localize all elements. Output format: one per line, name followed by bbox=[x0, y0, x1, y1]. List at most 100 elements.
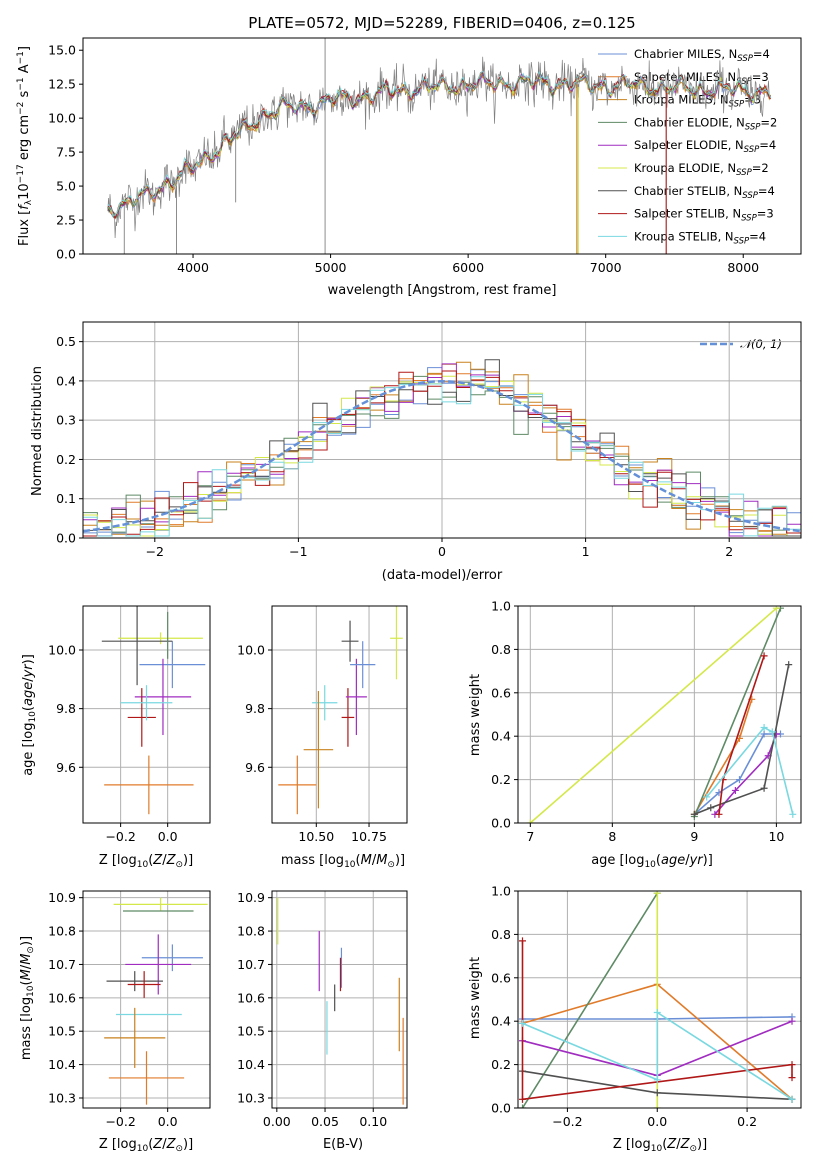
spectrum-xtick-label: 5000 bbox=[315, 260, 347, 275]
massZ-xlabel: Z [log10(Z/Z⊙)] bbox=[99, 1137, 193, 1154]
weight-line bbox=[529, 607, 777, 823]
weight-marker bbox=[653, 891, 661, 897]
ageZ-ylabel: age [log10(age/yr)] bbox=[21, 654, 38, 776]
weight-marker bbox=[715, 810, 723, 818]
weight-marker bbox=[788, 1061, 796, 1069]
figure-title: PLATE=0572, MJD=52289, FIBERID=0406, z=0… bbox=[248, 14, 635, 32]
residual-panel: (data-model)/error Normed distribution 𝒩… bbox=[30, 321, 802, 583]
weight-marker bbox=[653, 1104, 661, 1108]
mass_vs_EBV-ytick-label: 10.8 bbox=[237, 924, 265, 939]
spectrum-xtick-label: 8000 bbox=[727, 260, 759, 275]
mass_vs_Z-ytick-label: 10.7 bbox=[48, 957, 76, 972]
weight_vs_Z-axes: −0.2 0.0 0.2 0.0 0.2 0.4 0.6 0.8 1.0 bbox=[491, 884, 802, 1129]
weight_vs_Z-ytick-label: 0.4 bbox=[491, 1014, 511, 1029]
mass_vs_Z-ytick-label: 10.5 bbox=[48, 1024, 76, 1039]
age_vs_mass-plot-area bbox=[278, 606, 403, 815]
weight-marker bbox=[518, 1019, 526, 1027]
mass_vs_EBV-ytick-label: 10.4 bbox=[237, 1057, 265, 1072]
age_vs_mass-grid bbox=[272, 606, 407, 823]
weight-marker bbox=[760, 784, 768, 792]
weight_vs_Z-ytick-label: 0.8 bbox=[491, 927, 511, 942]
weight_vs_Z-xtick-label: 0.2 bbox=[737, 1114, 757, 1129]
legend-label: Kroupa ELODIE, NSSP=2 bbox=[634, 161, 769, 178]
normal-legend-label: 𝒩(0, 1) bbox=[740, 337, 782, 351]
spectrum-xtick-label: 4000 bbox=[177, 260, 209, 275]
spectrum-ytick-label: 10.0 bbox=[48, 111, 76, 126]
mass_vs_Z-ytick-label: 10.8 bbox=[48, 924, 76, 939]
wAge-ylabel: mass weight bbox=[468, 674, 483, 756]
mass_vs_EBV-xtick-label: 0.00 bbox=[263, 1114, 291, 1129]
weight_vs_Z-plot-area bbox=[518, 891, 796, 1108]
weight-marker bbox=[518, 1104, 526, 1108]
legend-label: Chabrier ELODIE, NSSP=2 bbox=[634, 115, 777, 132]
weight-marker bbox=[653, 1089, 661, 1097]
residuals-ytick-label: 0.3 bbox=[56, 413, 76, 428]
mass_vs_Z-frame bbox=[82, 890, 211, 1109]
mass_vs_Z-ytick-label: 10.3 bbox=[48, 1090, 76, 1105]
spectrum-xlabel: wavelength [Angstrom, rest frame] bbox=[328, 283, 557, 298]
weight-marker bbox=[760, 724, 768, 732]
residuals-ytick-label: 0.2 bbox=[56, 452, 76, 467]
age_vs_Z-xtick-label: −0.2 bbox=[105, 829, 135, 844]
weight_vs_age-frame bbox=[517, 605, 802, 824]
age_vs_mass-ytick-label: 10.0 bbox=[237, 642, 265, 657]
weight_vs_age-xtick-label: 10 bbox=[768, 829, 784, 844]
weight-marker bbox=[760, 730, 768, 738]
weight-line bbox=[522, 1011, 793, 1100]
age_vs_mass-ytick-label: 9.6 bbox=[245, 760, 265, 775]
weight_vs_Z-xtick-label: 0.0 bbox=[647, 1114, 667, 1129]
weight-marker bbox=[788, 1095, 796, 1103]
mass_vs_EBV-ytick-label: 10.6 bbox=[237, 990, 265, 1005]
weight_vs_Z-ytick-label: 1.0 bbox=[491, 884, 511, 899]
mass_vs_EBV-axes: 0.00 0.05 0.10 10.3 10.4 10.5 10.6 10.7 10.8 10.9 bbox=[237, 890, 408, 1129]
weight_vs_age-ytick-label: 0.0 bbox=[491, 816, 511, 831]
ageM-xlabel: mass [log10(M/M⊙)] bbox=[281, 853, 405, 870]
mass_vs_EBV-ytick-label: 10.9 bbox=[237, 890, 265, 905]
age_vs_Z-ytick-label: 9.8 bbox=[56, 701, 76, 716]
ageZ-xlabel: Z [log10(Z/Z⊙)] bbox=[99, 853, 193, 870]
weight-marker bbox=[772, 730, 780, 738]
mass_vs_EBV-grid bbox=[272, 891, 407, 1108]
weight-marker bbox=[768, 728, 776, 736]
residuals-axes: −2 −1 0 1 2 0.0 0.1 0.2 0.3 0.4 0.5 bbox=[56, 321, 802, 559]
mass_vs_EBV-xtick-label: 0.10 bbox=[359, 1114, 387, 1129]
weight-marker bbox=[735, 776, 743, 784]
age_vs_mass-xtick-label: 10.75 bbox=[351, 829, 387, 844]
residuals-xtick-label: 1 bbox=[582, 544, 590, 559]
weight_vs_Z-frame bbox=[517, 890, 802, 1109]
wAge-xlabel: age [log10(age/yr)] bbox=[591, 853, 713, 870]
residual-histogram-step bbox=[83, 376, 801, 537]
spectrum-panel: wavelength [Angstrom, rest frame] Flux [… bbox=[16, 37, 802, 298]
spectrum-ylabel: Flux [fλ10−17 erg cm−2 s−1 A−1] bbox=[16, 46, 34, 246]
weight-marker bbox=[760, 652, 768, 660]
weight-marker bbox=[772, 606, 780, 612]
massE-xlabel: E(B-V) bbox=[323, 1137, 363, 1152]
weight_vs_age-xtick-label: 8 bbox=[608, 829, 616, 844]
spectrum-xtick-label: 6000 bbox=[452, 260, 484, 275]
weight_vs_age-xtick-label: 7 bbox=[526, 829, 534, 844]
age_vs_mass-frame bbox=[271, 605, 408, 824]
mass_vs_EBV-frame bbox=[271, 890, 408, 1109]
spectrum-ytick-label: 0.0 bbox=[56, 247, 76, 262]
weight-marker bbox=[526, 819, 534, 823]
residuals-ytick-label: 0.5 bbox=[56, 334, 76, 349]
legend-label: Salpeter STELIB, NSSP=3 bbox=[634, 207, 774, 224]
weight-marker bbox=[788, 1074, 796, 1082]
residuals-ytick-label: 0.0 bbox=[56, 531, 76, 546]
weight_vs_age-grid bbox=[518, 605, 801, 824]
mass_vs_Z-ytick-label: 10.4 bbox=[48, 1057, 76, 1072]
mass_vs_EBV-ytick-label: 10.3 bbox=[237, 1090, 265, 1105]
age_vs_Z-plot-area bbox=[101, 606, 206, 815]
weight_vs_age-plot-area bbox=[526, 606, 797, 823]
spectrum-ytick-label: 15.0 bbox=[48, 43, 76, 58]
weight-vs-age-panel: age [log10(age/yr)] mass weight 7 8 9 10 0.0… bbox=[468, 599, 802, 870]
weight-line bbox=[694, 664, 790, 816]
weight-marker bbox=[703, 793, 711, 801]
mass_vs_EBV-ytick-label: 10.7 bbox=[237, 957, 265, 972]
mass_vs_Z-grid bbox=[83, 891, 210, 1108]
weight-marker bbox=[690, 810, 698, 818]
spectrum-ytick-label: 5.0 bbox=[56, 179, 76, 194]
mass_vs_Z-xtick-label: 0.0 bbox=[158, 1114, 178, 1129]
age_vs_mass-axes: 10.50 10.75 9.6 9.8 10.0 bbox=[237, 605, 408, 844]
